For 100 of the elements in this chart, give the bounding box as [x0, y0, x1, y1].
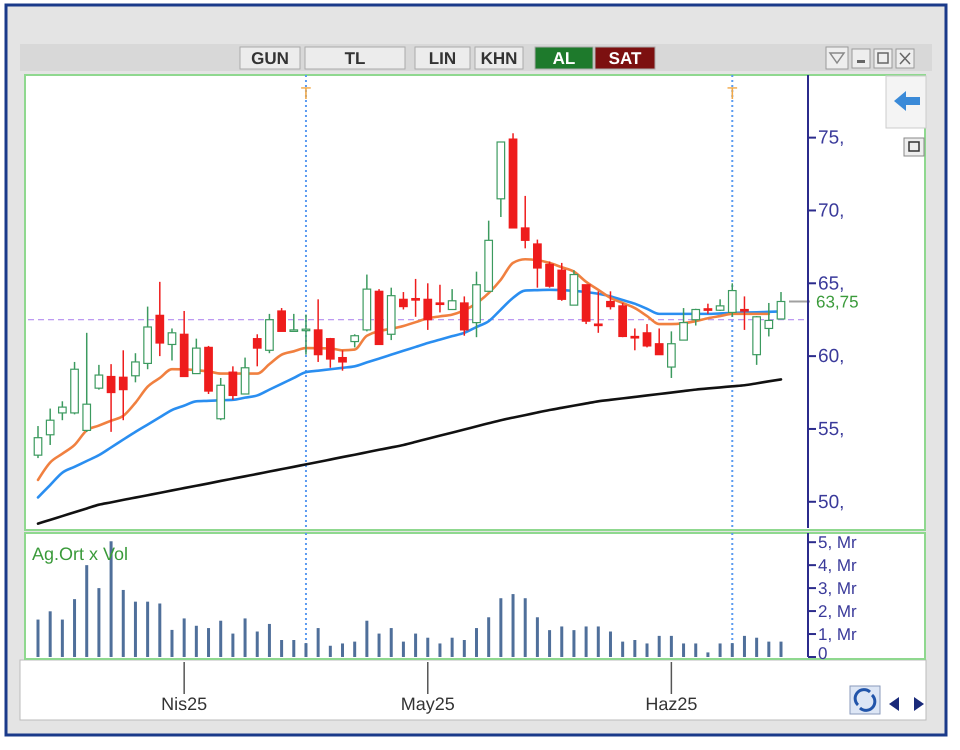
candlestick — [776, 291, 786, 320]
bar — [134, 602, 137, 657]
candlestick — [411, 278, 420, 318]
bar — [304, 643, 308, 657]
candlestick — [764, 302, 774, 338]
candlestick — [338, 350, 347, 372]
bar — [560, 626, 564, 657]
candlestick — [740, 296, 749, 331]
bar — [328, 646, 332, 657]
bar — [426, 638, 430, 657]
bar — [390, 628, 393, 657]
y-tick-label: 60, — [818, 346, 844, 368]
bar — [182, 618, 186, 657]
bar — [767, 642, 770, 657]
bar — [170, 630, 174, 657]
candlestick — [58, 400, 67, 421]
y-tick-label: 55, — [818, 418, 844, 440]
bar — [718, 643, 722, 657]
bar — [60, 620, 64, 657]
bar — [584, 626, 588, 657]
candlestick — [704, 302, 712, 315]
bar — [608, 632, 612, 657]
y-tick-label: 3, Mr — [818, 579, 858, 598]
candlestick — [289, 313, 298, 332]
bar — [633, 640, 636, 657]
candlestick — [448, 288, 457, 310]
bar — [48, 611, 52, 657]
bar — [316, 628, 320, 657]
bar — [158, 603, 162, 657]
bar — [450, 638, 454, 657]
bar — [438, 643, 442, 657]
candlestick — [667, 330, 676, 379]
candlestick — [630, 328, 640, 352]
bar — [536, 617, 539, 657]
bar — [730, 643, 734, 657]
text: LIN — [428, 49, 456, 68]
line-series — [36, 378, 782, 525]
bar — [402, 642, 405, 657]
bar — [244, 618, 247, 657]
bar — [256, 632, 259, 657]
y-tick-label: 50, — [818, 492, 844, 513]
y-tick-label: 75, — [818, 128, 844, 149]
bar — [682, 643, 686, 657]
bar — [292, 640, 296, 657]
y-tick-label: 5, Mr — [818, 533, 858, 552]
candlestick — [606, 290, 615, 310]
bar — [742, 636, 746, 657]
annotation: T — [300, 84, 312, 103]
bar — [280, 640, 284, 657]
bar — [414, 634, 418, 657]
ref-line-label: 63,75 — [816, 292, 859, 312]
text: KHN — [480, 49, 518, 68]
bar — [755, 638, 758, 657]
bar — [487, 617, 490, 657]
bar — [694, 643, 698, 657]
candlestick — [302, 314, 310, 356]
bar — [341, 643, 344, 657]
candlestick — [168, 328, 176, 362]
bar — [378, 634, 381, 657]
candlestick — [691, 308, 700, 326]
bar — [353, 642, 356, 657]
bar — [706, 652, 710, 657]
bar — [596, 626, 600, 657]
bar — [231, 634, 234, 657]
bar — [670, 636, 673, 657]
candlestick — [399, 291, 408, 310]
candlestick — [277, 307, 286, 332]
candlestick — [326, 337, 335, 369]
candlestick — [252, 334, 262, 368]
y-tick-label: 70, — [818, 200, 844, 222]
bar — [365, 620, 368, 657]
bar — [646, 643, 649, 657]
candlestick — [436, 284, 444, 314]
bar — [97, 588, 100, 657]
candlestick — [106, 363, 116, 433]
bar — [36, 620, 40, 657]
candlestick — [423, 282, 432, 331]
bar — [658, 636, 661, 657]
text: GUN — [251, 49, 289, 68]
bar — [462, 640, 466, 657]
bar — [73, 599, 76, 657]
candlestick — [642, 323, 652, 348]
text: TL — [344, 49, 366, 68]
bar — [572, 630, 576, 657]
bar — [219, 620, 222, 657]
candlestick — [118, 350, 128, 421]
candlestick — [545, 260, 554, 288]
bar — [146, 602, 150, 657]
candlestick — [594, 290, 603, 334]
x-tick-label: Haz25 — [645, 694, 698, 714]
candlestick — [520, 195, 530, 250]
candlestick — [716, 298, 724, 312]
candlestick — [46, 408, 55, 446]
bar — [194, 626, 198, 657]
candlestick — [34, 425, 42, 459]
bar — [122, 590, 125, 657]
bar — [621, 642, 624, 657]
y-tick-label: 1, Mr — [818, 625, 858, 644]
text: AL — [552, 49, 576, 68]
x-tick-label: May25 — [400, 694, 455, 714]
